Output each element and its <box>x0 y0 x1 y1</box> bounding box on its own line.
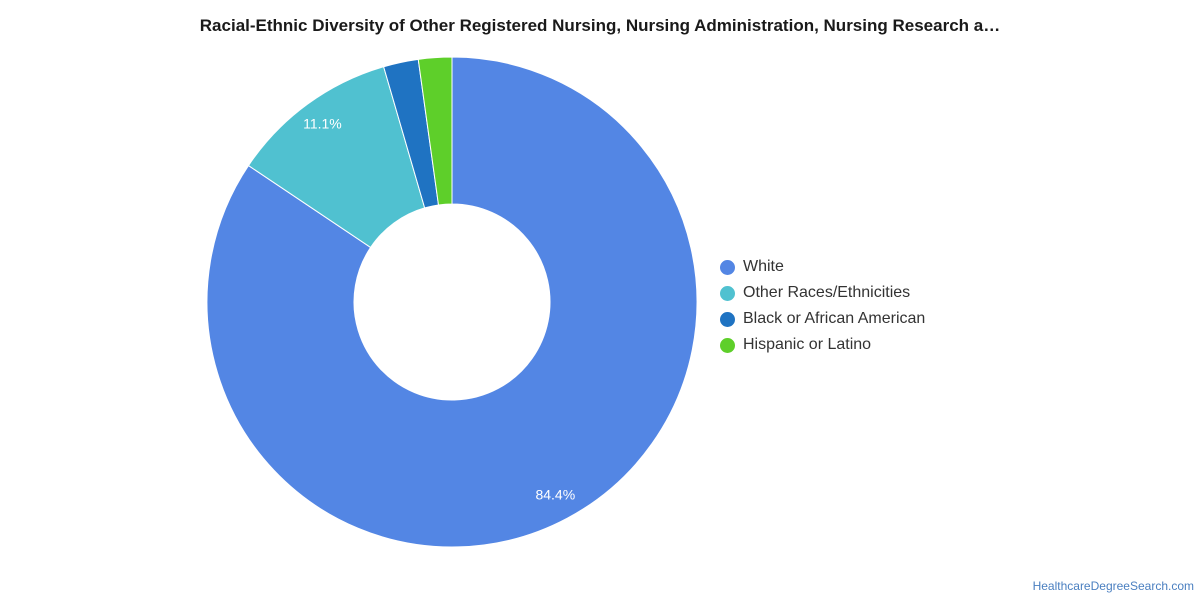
chart-legend: White Other Races/Ethnicities Black or Afr… <box>720 254 925 358</box>
source-link[interactable]: HealthcareDegreeSearch.com <box>1032 579 1194 593</box>
slice-label-white: 84.4% <box>535 486 575 502</box>
legend-swatch <box>720 311 735 327</box>
legend-label: White <box>743 258 784 275</box>
legend-swatch <box>720 337 735 353</box>
legend-item-hispanic-or-latino[interactable]: Hispanic or Latino <box>720 332 925 358</box>
legend-label: Black or African American <box>743 310 926 327</box>
legend-item-white[interactable]: White <box>720 254 925 280</box>
legend-item-other-races-ethnicities[interactable]: Other Races/Ethnicities <box>720 280 925 306</box>
legend-label: Hispanic or Latino <box>743 336 872 353</box>
slice-hispanic-or-latino[interactable] <box>417 56 453 206</box>
slice-white[interactable] <box>206 56 698 548</box>
legend-item-black-or-african-american[interactable]: Black or African American <box>720 306 925 332</box>
slice-other-races-ethnicities[interactable] <box>247 66 426 249</box>
legend-swatch <box>720 285 735 301</box>
legend-label: Other Races/Ethnicities <box>743 284 911 301</box>
chart-title: Racial-Ethnic Diversity of Other Registe… <box>199 16 1001 35</box>
slice-label-other-races-ethnicities: 11.1% <box>303 116 342 132</box>
legend-swatch <box>720 259 735 275</box>
